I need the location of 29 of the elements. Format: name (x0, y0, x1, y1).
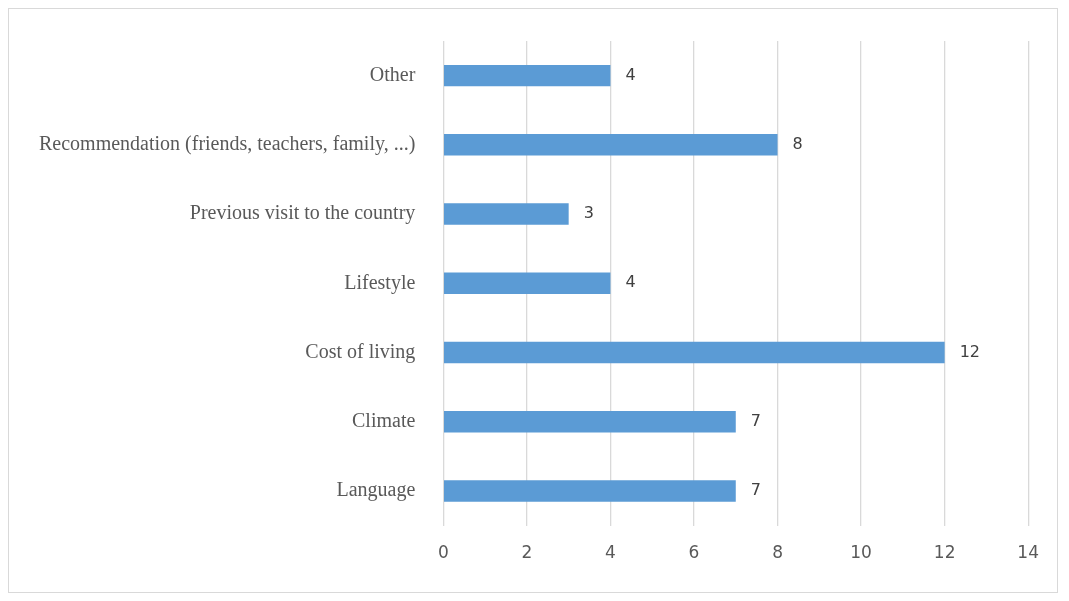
bar (444, 64, 611, 87)
y-tick-label: Lifestyle (344, 270, 416, 294)
bar (444, 272, 611, 295)
data-label: 4 (625, 64, 636, 84)
data-label: 8 (792, 134, 803, 153)
bar (444, 341, 945, 364)
x-tick-label: 2 (521, 542, 533, 563)
x-tick-label: 10 (850, 542, 872, 563)
data-label: 7 (750, 410, 761, 430)
data-label: 3 (583, 203, 594, 223)
x-tick-label: 14 (1017, 542, 1039, 563)
bar (444, 203, 569, 225)
y-tick-label: Recommendation (friends, teachers, family, ...) (38, 132, 416, 156)
x-tick-label: 4 (605, 542, 616, 563)
y-tick-label: Other (369, 62, 416, 85)
bar (444, 134, 778, 156)
data-label: 12 (959, 341, 980, 361)
y-tick-label: Climate (352, 409, 416, 432)
x-tick-label: 0 (437, 542, 449, 563)
data-label: 4 (625, 272, 636, 292)
bar (444, 411, 736, 433)
data-label: 7 (750, 480, 761, 500)
x-tick-label: 8 (772, 542, 783, 563)
y-tick-label: Cost of living (305, 339, 416, 363)
x-tick-label: 6 (688, 542, 700, 563)
y-tick-label: Language (336, 478, 416, 502)
x-tick-label: 12 (933, 542, 956, 563)
y-tick-label: Previous visit to the country (189, 201, 416, 225)
bar (444, 480, 736, 502)
